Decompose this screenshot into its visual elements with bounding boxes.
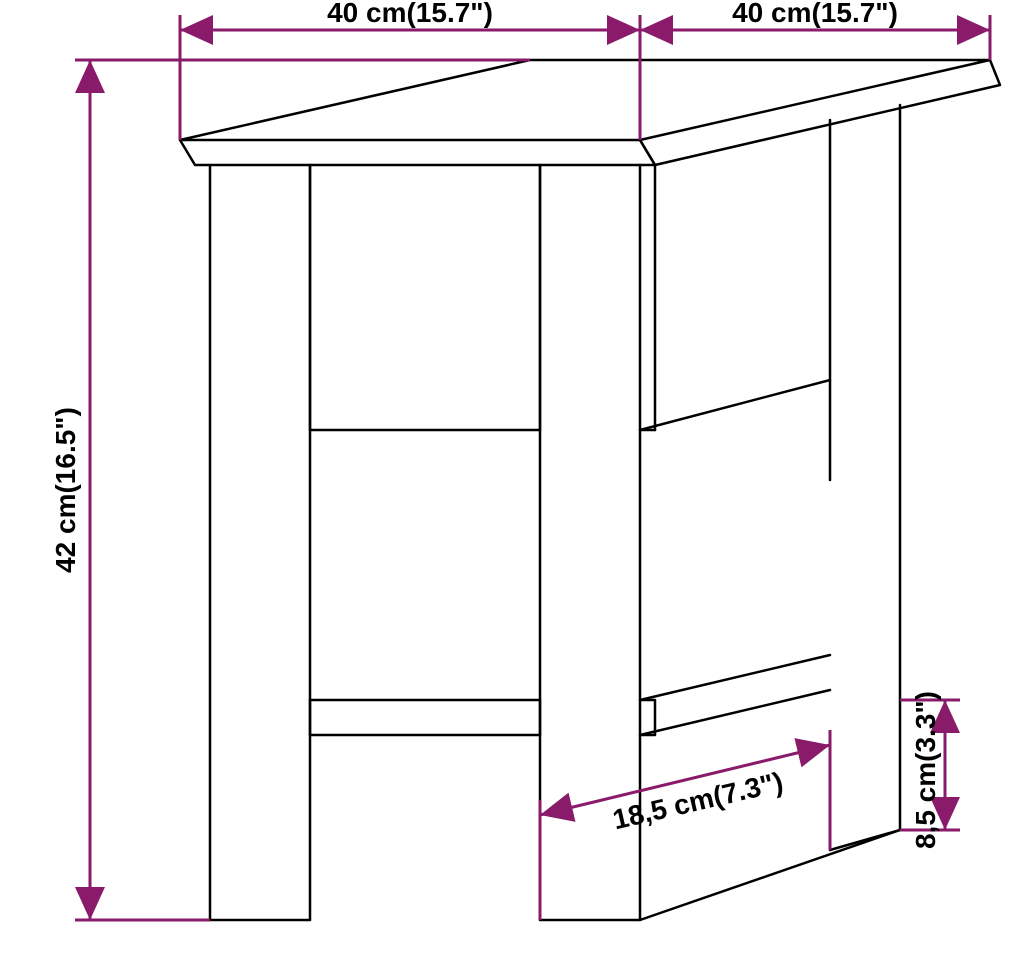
table-object (180, 60, 1000, 920)
dimension-diagram: 40 cm(15.7") 40 cm(15.7") 42 cm(16.5") 1… (0, 0, 1020, 979)
dim-shelf-height-label: 8,5 cm(3.3") (910, 691, 941, 849)
dim-width-label: 40 cm(15.7") (327, 0, 493, 28)
dim-depth-label: 40 cm(15.7") (732, 0, 898, 28)
dim-height-label: 42 cm(16.5") (50, 407, 81, 573)
